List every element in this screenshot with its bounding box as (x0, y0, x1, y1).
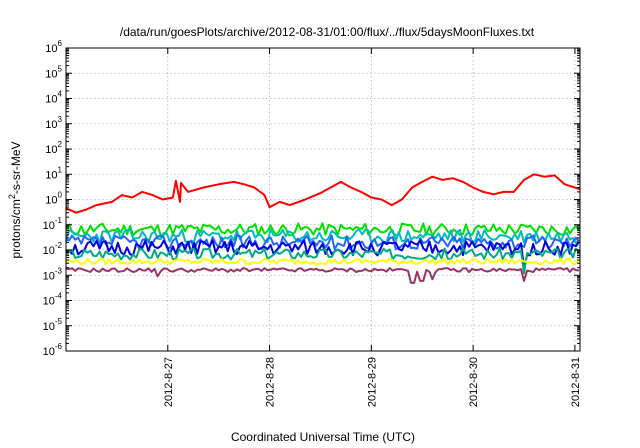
series-line (65, 257, 580, 266)
y-tick-label: 100 (45, 191, 62, 207)
grid (66, 48, 580, 351)
y-tick-label: 10-4 (43, 292, 63, 308)
y-tick-label: 10-1 (43, 216, 63, 232)
series-layer (65, 173, 581, 284)
x-tick-label: 2012-8-28 (265, 357, 277, 407)
chart-title: /data/run/goesPlots/archive/2012-08-31/0… (120, 25, 535, 39)
y-axis-label-rest: -s-sr-MeV (9, 141, 23, 194)
series-line (65, 228, 580, 245)
y-axis-label: protons/cm2-s-sr-MeV (7, 141, 23, 258)
series-line (65, 222, 580, 237)
y-tick-label: 104 (45, 90, 62, 106)
y-tick-label: 101 (45, 165, 62, 181)
x-tick-label: 2012-8-30 (468, 357, 480, 407)
y-tick-label: 10-5 (43, 317, 63, 333)
series-line (65, 267, 580, 284)
x-tick-label: 2012-8-31 (570, 357, 582, 407)
series-line (65, 234, 580, 251)
y-tick-label: 103 (45, 115, 62, 131)
x-axis-label: Coordinated Universal Time (UTC) (231, 430, 415, 444)
y-tick-label: 102 (45, 140, 62, 156)
series-line (65, 239, 580, 269)
x-tick-label: 2012-8-27 (163, 357, 175, 407)
series-line (65, 247, 580, 275)
y-axis-label-sup: 2 (7, 194, 17, 199)
x-tick-label: 2012-8-29 (366, 357, 378, 407)
axes: 10-6 10-5 10-4 10-3 10-2 10-1 100 101 102 103 104 1… (43, 39, 582, 407)
y-tick-label: 105 (45, 64, 62, 80)
y-axis-label-main: protons/cm (9, 199, 23, 258)
y-tick-label: 10-3 (43, 266, 63, 282)
y-tick-label: 106 (45, 39, 62, 55)
y-tick-label: 10-6 (43, 342, 63, 358)
y-tick-label: 10-2 (43, 241, 63, 257)
series-line (65, 173, 581, 214)
